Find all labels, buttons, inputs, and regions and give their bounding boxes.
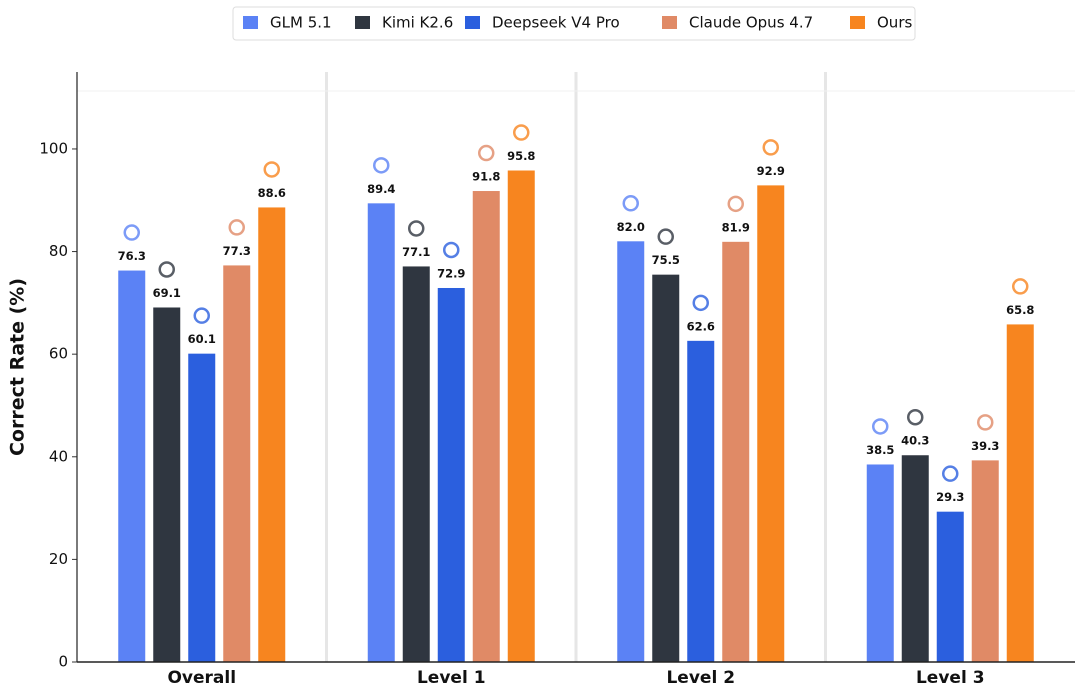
model-icon — [762, 139, 779, 156]
value-label: 82.0 — [617, 220, 645, 234]
x-tick-label: Level 3 — [916, 668, 985, 688]
bar — [437, 287, 465, 662]
model-icon — [942, 465, 959, 482]
bar — [971, 460, 999, 662]
legend-swatch — [465, 16, 480, 29]
value-label: 92.9 — [757, 164, 785, 178]
value-label: 62.6 — [687, 319, 715, 333]
bar — [188, 353, 216, 662]
model-icon — [907, 408, 924, 426]
legend-box — [232, 6, 916, 41]
model-icon — [373, 157, 390, 174]
bar — [507, 170, 535, 663]
y-tick-label: 0 — [58, 653, 68, 671]
value-label: 40.3 — [901, 434, 929, 448]
value-label: 95.8 — [507, 149, 535, 163]
model-icon — [123, 224, 140, 241]
bar — [617, 241, 645, 662]
value-label: 60.1 — [188, 332, 216, 346]
value-label: 72.9 — [437, 266, 465, 280]
model-icon — [478, 144, 495, 162]
model-icon — [263, 161, 280, 178]
x-tick-label: Level 2 — [666, 668, 735, 688]
y-tick-label: 60 — [49, 345, 68, 363]
model-icon — [872, 418, 889, 435]
x-tick-label: Level 1 — [417, 668, 486, 688]
legend-label: Kimi K2.6 — [382, 14, 453, 32]
bar — [901, 455, 929, 662]
legend-label: Deepseek V4 Pro — [492, 14, 620, 32]
bar — [153, 307, 181, 662]
y-tick-label: 80 — [49, 242, 68, 260]
value-label: 88.6 — [258, 186, 286, 200]
value-label: 38.5 — [866, 443, 894, 457]
legend-label: GLM 5.1 — [270, 14, 332, 32]
legend-swatch — [850, 16, 865, 29]
model-icon — [158, 261, 175, 278]
value-label: 77.3 — [223, 244, 251, 258]
bar — [757, 185, 785, 662]
bar — [402, 266, 430, 662]
legend-label: Ours — [877, 14, 912, 32]
bar — [936, 511, 964, 662]
value-label: 91.8 — [472, 170, 500, 184]
bar — [722, 241, 750, 663]
y-tick-label: 20 — [49, 550, 68, 568]
bar — [258, 207, 286, 662]
legend-label: Claude Opus 4.7 — [689, 14, 813, 32]
bar — [223, 265, 251, 662]
bar — [687, 340, 715, 662]
bar — [652, 274, 680, 662]
y-tick-label: 100 — [39, 139, 68, 157]
bar — [118, 270, 146, 662]
bar — [866, 464, 894, 662]
model-icon — [657, 228, 674, 245]
bar — [367, 203, 395, 663]
value-label: 81.9 — [722, 220, 750, 234]
model-icon — [727, 195, 744, 213]
value-label: 89.4 — [367, 182, 395, 196]
value-label: 77.1 — [402, 245, 430, 259]
value-label: 69.1 — [153, 286, 181, 300]
value-label: 39.3 — [971, 439, 999, 453]
legend-swatch — [243, 16, 258, 29]
x-tick-label: Overall — [167, 668, 236, 688]
model-icon — [228, 219, 245, 236]
bar — [1006, 324, 1034, 662]
model-icon — [977, 414, 994, 431]
bar — [472, 191, 500, 662]
value-label: 76.3 — [118, 249, 146, 263]
y-tick-label: 40 — [49, 447, 68, 465]
model-icon — [513, 124, 530, 141]
model-icon — [1012, 278, 1029, 295]
value-label: 29.3 — [936, 490, 964, 504]
value-label: 65.8 — [1006, 303, 1034, 317]
value-label: 75.5 — [652, 253, 680, 267]
legend-swatch — [355, 16, 370, 29]
y-axis-label: Correct Rate (%) — [7, 278, 29, 456]
model-icon — [692, 294, 709, 312]
model-icon — [193, 307, 210, 324]
model-icon — [622, 195, 639, 212]
model-icon — [443, 241, 460, 259]
model-icon — [408, 220, 425, 237]
legend-swatch — [662, 16, 677, 29]
